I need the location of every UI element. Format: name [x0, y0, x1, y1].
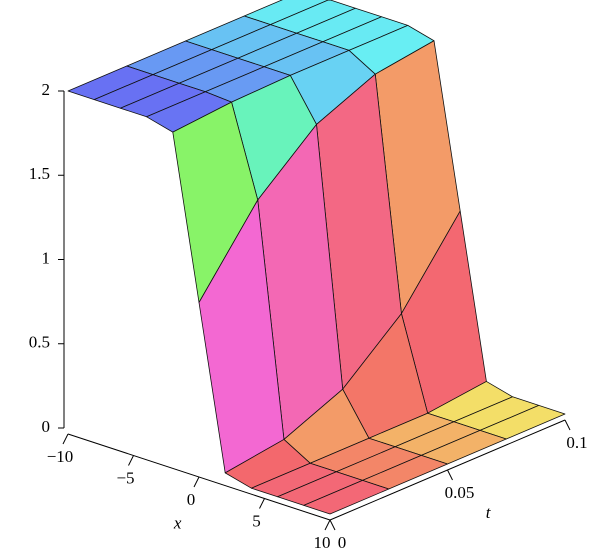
x-tick: [128, 455, 134, 466]
t-tick: [329, 519, 336, 531]
x-tick: [324, 519, 331, 531]
t-tick-label: 0: [338, 533, 347, 550]
t-tick-label: 0.1: [566, 433, 587, 452]
t-tick-label: 0.05: [445, 483, 475, 502]
z-tick-label: 0: [42, 417, 51, 436]
x-tick: [62, 433, 69, 445]
z-tick-label: 0.5: [29, 333, 50, 352]
t-tick: [564, 419, 571, 431]
t-axis-label: t: [486, 503, 492, 522]
x-axis-label: x: [173, 514, 182, 533]
x-tick-label: −10: [47, 447, 74, 466]
x-tick-label: 10: [314, 533, 331, 550]
x-tick: [259, 498, 265, 509]
z-tick-label: 1: [42, 248, 51, 267]
surface-patch: [303, 479, 390, 515]
z-tick-label: 1.5: [29, 164, 50, 183]
x-tick-label: 5: [252, 511, 261, 530]
x-tick-label: −5: [116, 468, 134, 487]
x-tick-label: 0: [187, 490, 196, 509]
t-tick: [447, 469, 453, 481]
z-tick-label: 2: [42, 80, 51, 99]
x-tick: [193, 476, 200, 488]
